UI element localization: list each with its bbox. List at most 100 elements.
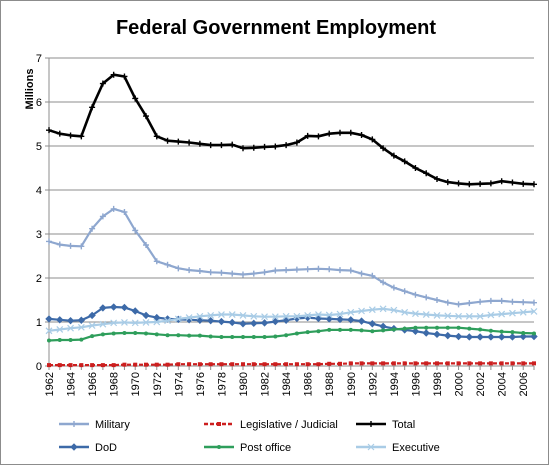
y-tick-label-0: 0 [36, 361, 42, 373]
point-executive-1975 [185, 314, 193, 322]
point-total-1980 [240, 145, 246, 152]
point-legislative-judicial-1980 [241, 362, 245, 367]
point-post-office-1984 [284, 333, 289, 338]
point-executive-1988 [325, 311, 333, 319]
series-lines [45, 71, 538, 368]
point-executive-1999 [444, 312, 452, 320]
point-post-office-1990 [348, 327, 353, 332]
point-legislative-judicial-1971 [144, 362, 148, 367]
point-post-office-1987 [316, 329, 321, 334]
point-legislative-judicial-2007 [532, 361, 536, 366]
point-executive-2002 [476, 312, 484, 320]
point-military-1989 [337, 267, 343, 274]
point-total-2002 [477, 180, 484, 187]
point-executive-1974 [174, 315, 182, 323]
point-executive-1973 [164, 317, 171, 325]
point-post-office-1995 [402, 326, 407, 331]
point-post-office-1975 [187, 333, 192, 338]
point-post-office-1966 [90, 334, 95, 339]
x-tick-label-1974: 1974 [173, 372, 185, 396]
point-post-office-1999 [445, 325, 450, 330]
x-tick-label-1978: 1978 [216, 372, 228, 396]
point-post-office-1996 [413, 325, 418, 330]
point-dod-2005 [508, 333, 517, 341]
legend: Military Legislative / Judicial Total DoD Po… [59, 419, 440, 454]
point-dod-1987 [314, 314, 323, 323]
point-military-2001 [466, 300, 473, 307]
point-military-1995 [401, 288, 408, 295]
point-legislative-judicial-1998 [435, 361, 439, 366]
point-executive-1976 [196, 312, 204, 320]
point-total-1988 [326, 130, 333, 137]
point-military-1975 [186, 267, 193, 274]
point-executive-2001 [465, 312, 473, 320]
x-tick-label-1962: 1962 [44, 372, 56, 396]
point-legislative-judicial-1983 [273, 362, 278, 367]
point-post-office-1994 [391, 327, 396, 332]
point-total-1982 [261, 143, 268, 150]
point-total-1977 [207, 142, 214, 149]
point-legislative-judicial-1970 [133, 362, 138, 367]
point-total-1986 [304, 132, 311, 139]
point-executive-1965 [77, 323, 85, 331]
point-dod-1990 [347, 316, 355, 324]
point-total-1966 [89, 104, 96, 111]
point-dod-1996 [411, 327, 420, 335]
point-executive-1985 [293, 312, 301, 320]
point-post-office-2003 [488, 328, 493, 333]
point-military-1976 [196, 267, 203, 274]
x-tick-label-1964: 1964 [66, 372, 78, 396]
point-dod-1972 [153, 313, 161, 322]
point-post-office-1965 [79, 337, 84, 342]
point-military-1993 [380, 279, 387, 286]
point-post-office-2005 [510, 330, 515, 335]
point-executive-2000 [455, 312, 462, 320]
point-dod-1988 [325, 315, 333, 323]
x-tick-label-1994: 1994 [389, 372, 401, 396]
point-dod-1991 [357, 317, 366, 325]
x-tick-label-1990: 1990 [346, 372, 358, 396]
point-executive-1968 [110, 319, 118, 327]
point-dod-2006 [519, 332, 527, 341]
point-total-1971 [143, 113, 149, 120]
point-military-1981 [250, 270, 257, 277]
point-executive-1962 [45, 327, 53, 335]
point-post-office-1962 [47, 338, 51, 343]
point-executive-1980 [239, 311, 247, 319]
point-total-2004 [498, 178, 505, 185]
point-dod-2004 [497, 333, 506, 341]
point-total-1983 [272, 143, 279, 150]
point-military-1962 [46, 238, 52, 245]
point-executive-1987 [315, 311, 322, 318]
point-dod-1977 [206, 316, 215, 325]
point-post-office-1992 [370, 329, 375, 334]
y-tick-label-5: 5 [36, 141, 42, 153]
point-dod-1963 [56, 316, 64, 324]
point-military-1985 [293, 266, 300, 273]
point-military-2005 [509, 298, 516, 305]
point-total-1994 [390, 152, 397, 159]
line-military [48, 207, 535, 306]
point-post-office-1974 [176, 333, 181, 338]
legend-item-legislative-judicial: Legislative / Judicial [204, 419, 338, 431]
point-executive-1966 [88, 322, 96, 329]
x-tick-label-2002: 2002 [475, 372, 487, 396]
point-military-1978 [218, 269, 225, 276]
point-legislative-judicial-1989 [338, 361, 342, 366]
point-post-office-1989 [338, 327, 342, 332]
point-dod-1962 [45, 315, 53, 323]
point-post-office-1998 [435, 325, 439, 330]
point-executive-1992 [368, 306, 376, 314]
point-post-office-1980 [241, 334, 245, 339]
point-legislative-judicial-1995 [402, 361, 407, 366]
point-executive-1979 [228, 311, 236, 318]
x-tick-label-1984: 1984 [281, 372, 293, 396]
point-total-1998 [434, 176, 440, 182]
point-dod-1984 [282, 316, 290, 324]
point-military-1972 [153, 258, 160, 265]
point-military-1984 [283, 267, 290, 274]
legend-item-post-office: Post office [204, 442, 291, 454]
point-post-office-1972 [154, 332, 159, 337]
point-executive-1982 [261, 313, 268, 321]
point-dod-2007 [530, 332, 538, 341]
